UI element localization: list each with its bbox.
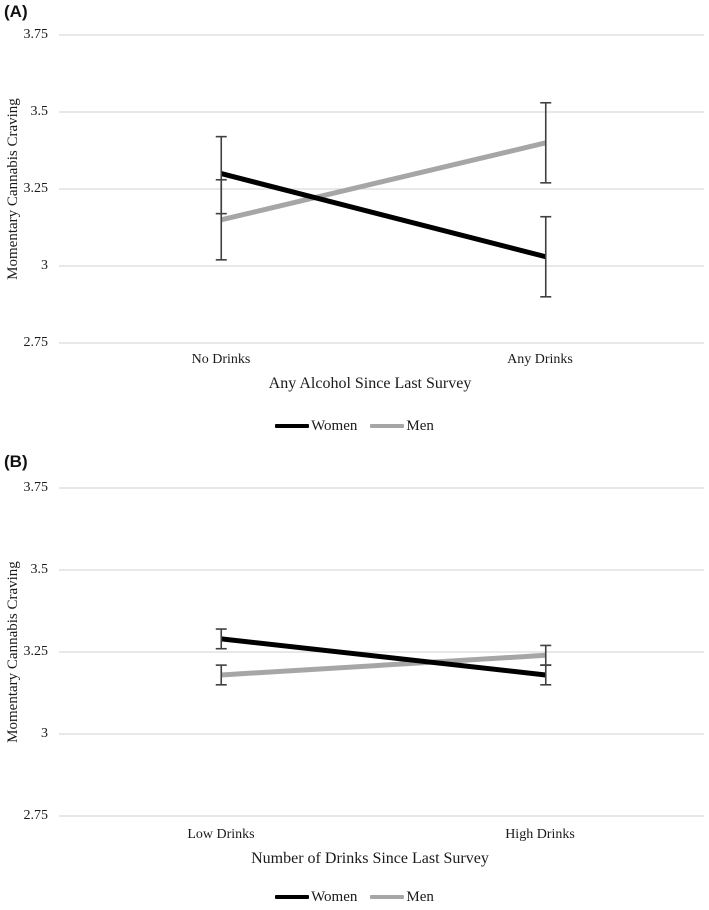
- series-line-men: [220, 140, 547, 223]
- panel-a-label: (A): [4, 2, 28, 21]
- x-tick-label: Low Drinks: [187, 827, 255, 842]
- y-axis-title: Momentary Cannabis Craving: [5, 561, 21, 743]
- women-line-swatch: [275, 895, 310, 899]
- x-axis-title: Number of Drinks Since Last Survey: [251, 850, 489, 867]
- series-line-men: [221, 652, 546, 678]
- y-tick-label: 2.75: [23, 335, 49, 350]
- legend-label-women: Women: [311, 418, 358, 434]
- y-tick-label: 3.25: [23, 181, 49, 196]
- legend-label-men: Men: [406, 418, 434, 434]
- legend-item-women: Women: [275, 888, 357, 906]
- legend: Women Men: [0, 417, 709, 435]
- men-line-swatch: [370, 895, 405, 899]
- y-tick-label: 3.5: [30, 562, 49, 577]
- legend-item-women: Women: [275, 417, 357, 435]
- series-line-women: [220, 636, 547, 678]
- y-tick-label: 3.75: [23, 27, 49, 42]
- y-tick-label: 3.25: [23, 644, 49, 659]
- panel-a-plot-area: [59, 34, 704, 344]
- x-tick-label: High Drinks: [505, 827, 575, 842]
- x-axis-title: Any Alcohol Since Last Survey: [268, 375, 472, 392]
- y-tick-label: 3: [41, 726, 48, 741]
- panel-a: (A) 3.75 3.5 3.25 3 2.75 Momentary Canna…: [0, 0, 709, 450]
- panel-b: (B) 3.75 3.5 3.25 3 2.75 Momentary Canna…: [0, 450, 709, 910]
- panel-b-plot-area: [59, 487, 704, 817]
- women-line-swatch: [275, 424, 310, 428]
- y-tick-label: 3.5: [30, 104, 49, 119]
- legend-item-men: Men: [370, 417, 434, 435]
- x-tick-label: No Drinks: [191, 352, 251, 367]
- series-line-women: [220, 171, 547, 260]
- legend: Women Men: [0, 888, 709, 906]
- legend-label-women: Women: [311, 889, 358, 905]
- legend-item-men: Men: [370, 888, 434, 906]
- y-tick-label: 2.75: [23, 808, 49, 823]
- x-tick-label: Any Drinks: [507, 352, 573, 367]
- panel-b-label: (B): [4, 452, 28, 471]
- men-line-swatch: [370, 424, 405, 428]
- y-axis-title: Momentary Cannabis Craving: [5, 98, 21, 280]
- legend-label-men: Men: [406, 889, 434, 905]
- y-tick-label: 3: [41, 258, 48, 273]
- y-tick-label: 3.75: [23, 480, 49, 495]
